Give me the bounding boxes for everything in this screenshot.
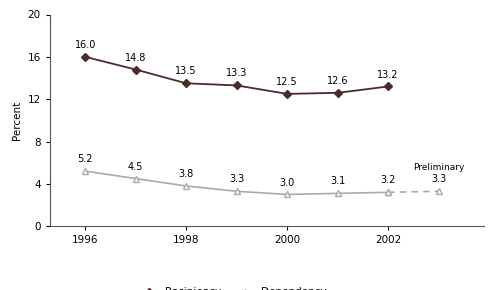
Text: 5.2: 5.2 [77,154,93,164]
Text: 13.5: 13.5 [176,66,197,76]
Text: 3.8: 3.8 [179,169,194,179]
Text: 3.3: 3.3 [431,174,446,184]
Text: Preliminary: Preliminary [413,163,464,172]
Text: 3.2: 3.2 [380,175,396,185]
Text: 3.3: 3.3 [229,174,245,184]
Text: 12.5: 12.5 [276,77,298,87]
Text: 16.0: 16.0 [74,40,96,50]
Text: 12.6: 12.6 [327,76,348,86]
Legend: Recipiency, Dependency: Recipiency, Dependency [134,283,331,290]
Text: 3.1: 3.1 [330,176,345,186]
Text: 4.5: 4.5 [128,162,143,172]
Y-axis label: Percent: Percent [12,101,22,140]
Text: 14.8: 14.8 [125,52,146,63]
Text: 13.2: 13.2 [377,70,399,79]
Text: 13.3: 13.3 [226,68,248,79]
Text: 3.0: 3.0 [279,177,295,188]
